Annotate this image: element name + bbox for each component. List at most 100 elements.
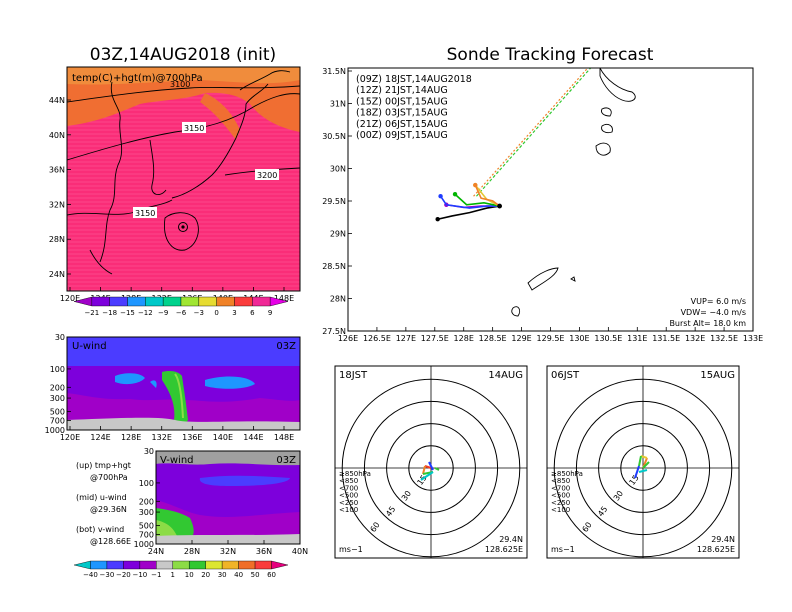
uwind-lon-label: 124E	[90, 433, 110, 442]
uwind-fill-surface	[67, 417, 300, 430]
wind-colorbar-swatch	[205, 560, 223, 570]
tracking-legend-entry: (09Z) 18JST,14AUG2018	[356, 74, 472, 85]
uwind-lon-label: 132E	[152, 433, 172, 442]
tracking-lon-ticks: 126E 126.5E 127E 127.5E 128E 128.5E 129E 129.5E…	[338, 327, 763, 343]
trajectory-series-3	[454, 193, 500, 207]
map-lat-label: 40N	[49, 131, 65, 140]
island-1	[601, 107, 612, 117]
vwind-pressure-label: 300	[139, 508, 154, 517]
trajectory-landing-point-0	[435, 217, 440, 222]
tracking-plot-area	[435, 68, 636, 317]
hodograph-trace-segment	[640, 455, 648, 459]
hodograph-date: 14AUG	[488, 370, 523, 381]
param-vup: VUP= 6.0 m/s	[691, 297, 746, 306]
temperature-colorbar-tick: −6	[176, 309, 187, 317]
sonde-tracking-panel: Sonde Tracking Forecast (09Z) 18JST,14AU…	[322, 45, 763, 343]
uwind-pressure-label: 30	[55, 333, 65, 342]
temperature-colorbar-swatch	[198, 296, 217, 307]
map-lon-label: 120E	[60, 294, 80, 303]
vwind-fill-top	[156, 451, 300, 466]
uwind-lon-label: 144E	[243, 433, 263, 442]
hodograph-time: 18JST	[339, 370, 368, 381]
hodograph-trace-segment	[434, 467, 440, 471]
wind-colorbar-tick: 20	[201, 571, 210, 579]
tracking-lat-label: 30N	[330, 165, 346, 174]
wind-colorbar-tick: 40	[234, 571, 243, 579]
hodograph-level-legend: ≥850hPa	[551, 470, 583, 478]
map-lat-label: 36N	[49, 166, 65, 175]
hodograph-trace-segment	[642, 461, 650, 469]
hodograph-trace-segment	[428, 461, 434, 471]
hodograph-lat: 29.4N	[711, 535, 735, 544]
island-5	[570, 276, 576, 282]
tracking-lon-label: 126E	[338, 334, 358, 343]
hodograph-lon: 128.625E	[485, 545, 523, 554]
uwind-pressure-label: 700	[50, 417, 65, 426]
contour-label-3150b-bg	[133, 207, 157, 218]
tracking-lat-label: 31.5N	[322, 67, 346, 76]
temperature-colorbar-tick: −15	[120, 309, 135, 317]
temperature-colorbar-swatch	[162, 296, 182, 307]
contour-label-3200-bg	[255, 169, 279, 180]
wind-colorbar-swatch	[90, 560, 108, 570]
legend-bot-b: @128.66E	[90, 537, 131, 546]
hodograph-level-legend: <500	[339, 492, 358, 500]
coastline-korea	[149, 139, 167, 196]
vwind-blob-blue	[199, 475, 290, 486]
wind-colorbar-swatch	[221, 560, 239, 570]
uwind-pressure-label: 500	[50, 408, 65, 417]
tracking-lon-label: 127.5E	[421, 334, 449, 343]
trajectory-lines	[435, 68, 592, 222]
hodograph-lon: 128.625E	[697, 545, 735, 554]
wind-colorbar-swatch	[238, 560, 256, 570]
wind-colorbar-tick: 50	[251, 571, 260, 579]
vwind-time: 03Z	[276, 455, 296, 466]
vwind-lat-label: 32N	[220, 547, 236, 556]
hodograph-level-legend: ≥850hPa	[339, 470, 371, 478]
typhoon-marker-inner	[181, 225, 185, 229]
trajectory-landing-point-3	[452, 192, 458, 197]
temperature-colorbar-tick: −12	[138, 309, 153, 317]
tracking-lon-label: 130E	[569, 334, 589, 343]
hodograph-left: 1530456018JST14AUG29.4N128.625Ems−1≥850h…	[334, 365, 528, 559]
map-lat-label: 32N	[49, 200, 65, 209]
map-title: 03Z,14AUG2018 (init)	[90, 45, 276, 65]
vwind-label: V-wind	[160, 455, 194, 466]
legend-mid-a: (mid) u-wind	[76, 493, 127, 502]
vwind-lat-label: 36N	[256, 547, 272, 556]
temperature-colorbar-swatch	[234, 296, 253, 307]
tracking-title: Sonde Tracking Forecast	[447, 45, 654, 65]
hodograph-trace-segment	[420, 471, 434, 481]
coastline-kyushu	[599, 68, 636, 102]
tracking-lon-label: 129.5E	[537, 334, 565, 343]
tracking-legend-entry: (18Z) 03JST,15AUG	[356, 108, 448, 119]
tracking-lat-label: 30.5N	[322, 132, 346, 141]
vwind-lat-ticks: 24N 28N 32N 36N 40N	[148, 540, 308, 556]
hodograph-level-legend: <250	[551, 499, 570, 507]
trajectory-landing-point-2	[438, 194, 443, 199]
coastline-taiwan	[89, 249, 113, 275]
tracking-legend-entry: (15Z) 00JST,15AUG	[356, 96, 448, 107]
wind-colorbar-tick: −30	[100, 571, 115, 579]
wind-colorbar-tick: 60	[267, 571, 276, 579]
vwind-pressure-label: 700	[139, 531, 154, 540]
vwind-lat-label: 40N	[292, 547, 308, 556]
uwind-jet-core	[174, 373, 184, 419]
tracking-lon-label: 128E	[454, 334, 474, 343]
temperature-colorbar-tick: −3	[194, 309, 204, 317]
island-2	[601, 123, 613, 134]
hodograph-date: 15AUG	[700, 370, 735, 381]
map-frame	[66, 66, 301, 292]
wind-colorbar-swatch	[73, 560, 91, 570]
uwind-time: 03Z	[276, 341, 296, 352]
vwind-lat-label: 24N	[148, 547, 164, 556]
legend-up-a: (up) tmp+hgt	[76, 461, 131, 470]
hodograph-level-legend: <500	[551, 492, 570, 500]
tracking-legend-entry: (12Z) 21JST,14AUG	[356, 85, 448, 96]
uwind-pressure-label: 100	[50, 365, 65, 374]
panel-legend-text: (up) tmp+hgt @700hPa (mid) u-wind @29.36…	[76, 461, 131, 546]
uwind-lon-ticks: 120E 124E 128E 132E 136E 140E 144E 148E	[60, 426, 294, 442]
